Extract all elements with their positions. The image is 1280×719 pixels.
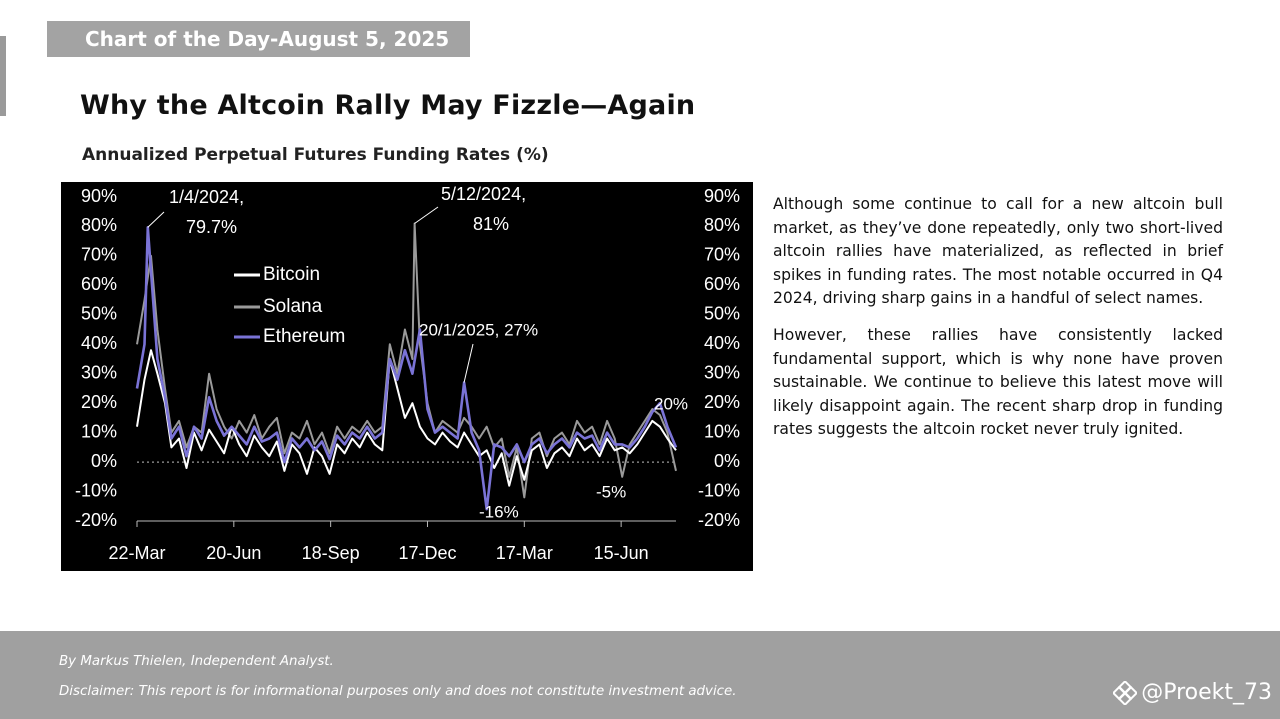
annotation-label: 5/12/2024, [441,184,526,204]
chart-of-the-day-tag: Chart of the Day-August 5, 2025 [47,21,470,57]
annotation-label: 20% [654,394,688,413]
y-tick-label-left: 0% [91,451,117,471]
annotation-leader-line [147,211,165,228]
y-tick-label-right: 70% [704,245,740,265]
byline: By Markus Thielen, Independent Analyst. [59,654,334,669]
footer: By Markus Thielen, Independent Analyst. … [0,631,1280,719]
annotation-label: -16% [479,502,519,521]
x-tick-label: 20-Jun [206,543,261,563]
y-tick-label-left: -10% [75,480,117,500]
y-tick-label-right: 50% [704,304,740,324]
commentary: Although some continue to call for a new… [773,193,1223,455]
annotation-label: 79.7% [186,217,237,237]
y-tick-label-left: 40% [81,333,117,353]
binance-logo-icon [1113,680,1138,705]
y-tick-label-left: 10% [81,421,117,441]
y-tick-label-right: 10% [704,421,740,441]
y-tick-label-right: -20% [698,510,740,530]
page-title: Why the Altcoin Rally May Fizzle—Again [80,90,696,121]
y-tick-label-left: 50% [81,304,117,324]
x-tick-label: 18-Sep [302,543,360,563]
left-accent-bar [0,36,6,116]
series-line-ethereum [135,225,678,511]
y-tick-label-left: 20% [81,392,117,412]
annotation-label: -5% [596,482,626,501]
annotation-leader-line [463,343,474,383]
x-tick-label: 22-Mar [108,543,165,563]
y-tick-label-right: 20% [704,392,740,412]
y-tick-label-left: 30% [81,362,117,382]
y-tick-label-left: 90% [81,186,117,206]
y-tick-label-left: 60% [81,274,117,294]
chart-subtitle: Annualized Perpetual Futures Funding Rat… [82,145,549,165]
legend-label-solana: Solana [263,296,323,317]
x-tick-label: 17-Dec [398,543,456,563]
chart-background [61,182,753,571]
legend-label-bitcoin: Bitcoin [263,264,320,285]
y-tick-label-right: 90% [704,186,740,206]
x-tick-label: 17-Mar [496,543,553,563]
y-tick-label-right: 0% [714,451,740,471]
y-tick-label-right: -10% [698,480,740,500]
annotation-label: 20/1/2025, 27% [419,320,538,339]
commentary-paragraph-1: Although some continue to call for a new… [773,195,1223,308]
legend-label-ethereum: Ethereum [263,326,345,347]
annotation-label: 1/4/2024, [169,187,244,207]
y-tick-label-right: 30% [704,362,740,382]
author-handle: @Proekt_73 [1113,680,1272,705]
handle-text: @Proekt_73 [1141,680,1272,705]
series-line-solana [136,222,677,499]
y-tick-label-left: 80% [81,215,117,235]
y-tick-label-left: -20% [75,510,117,530]
y-tick-label-right: 60% [704,274,740,294]
disclaimer: Disclaimer: This report is for informati… [59,684,737,699]
y-tick-label-right: 80% [704,215,740,235]
x-tick-label: 15-Jun [594,543,649,563]
funding-rates-chart: 22-Mar 20-Jun 18-Sep 17-Dec 17-Mar 15-Jun 90% 9… [61,182,753,571]
commentary-paragraph-2: However, these rallies have consistently… [773,325,1223,439]
annotation-leader-line [414,206,439,224]
annotation-label: 81% [473,214,509,234]
chart-svg: 22-Mar 20-Jun 18-Sep 17-Dec 17-Mar 15-Jun 90% 9… [61,182,753,571]
y-tick-label-left: 70% [81,245,117,265]
y-tick-label-right: 40% [704,333,740,353]
series-line-bitcoin [136,349,677,487]
